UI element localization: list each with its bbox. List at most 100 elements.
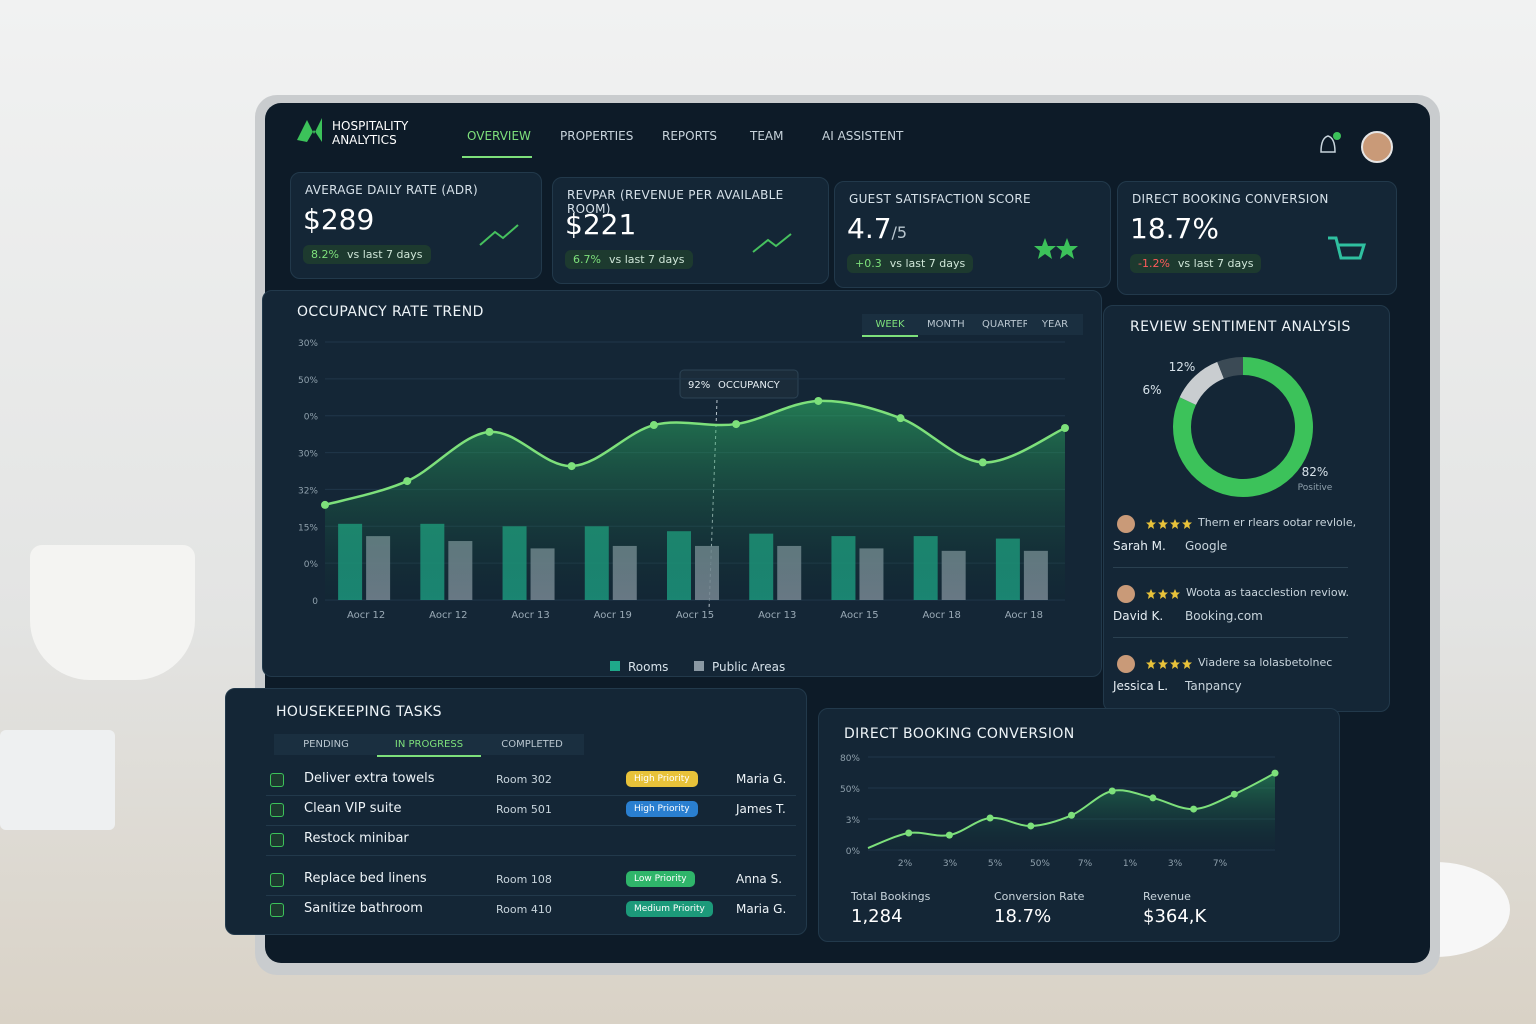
star (1170, 519, 1180, 529)
star (1146, 659, 1156, 669)
nav-item[interactable]: AI ASSISTENT (822, 129, 904, 143)
period-tab[interactable]: QUARTER (972, 314, 1030, 335)
task-tab[interactable]: PENDING (274, 734, 378, 755)
review-rating (1146, 519, 1192, 529)
stat-value: 18.7% (994, 906, 1052, 927)
period-tab[interactable]: WEEK (862, 314, 918, 337)
change-note: vs last 7 days (346, 248, 423, 261)
task-person: Maria G. (736, 902, 787, 916)
divider (266, 795, 796, 796)
change-note: vs last 7 days (1177, 257, 1254, 270)
change-note: vs last 7 days (608, 253, 685, 266)
divider (266, 895, 796, 896)
task-name: Deliver extra towels (304, 771, 435, 786)
kpi-change: 8.2% vs last 7 days (303, 245, 431, 264)
review-source: Google (1185, 539, 1228, 553)
kpi-number: $289 (303, 203, 375, 236)
star (1170, 589, 1180, 599)
review-text: Viadere sa lolasbetolnec (1198, 656, 1333, 669)
change-note: vs last 7 days (889, 257, 966, 270)
change-value: 6.7% (573, 253, 601, 266)
task-check (270, 873, 284, 887)
kpi-card: REVPAR (REVENUE PER AVAILABLE ROOM) $221 6… (552, 177, 829, 284)
kpi-suffix: /5 (891, 223, 908, 242)
review-rating (1146, 589, 1180, 599)
stat-label: Total Bookings (851, 890, 931, 903)
change-value: 8.2% (311, 248, 339, 261)
review-text: Woota as taacclestion reviow. (1186, 586, 1350, 599)
change-value: -1.2% (1138, 257, 1170, 270)
task-priority: Medium Priority (626, 901, 713, 917)
brand: ANALYTICS (332, 133, 397, 147)
star (1146, 519, 1156, 529)
review-source: Booking.com (1185, 609, 1263, 623)
kpi-card: AVERAGE DAILY RATE (ADR) $289 8.2% vs last … (290, 172, 542, 279)
brand: HOSPITALITY (332, 119, 409, 133)
review-source: Tanpancy (1185, 679, 1242, 693)
sentiment-panel (1103, 305, 1390, 712)
review-text: Thern er rlears ootar revlole, (1198, 516, 1357, 529)
kpi-card: GUEST SATISFACTION SCORE 4.7/5 +0.3 vs last… (834, 181, 1111, 288)
star (1158, 519, 1168, 529)
nav-item[interactable]: OVERVIEW (467, 129, 531, 143)
review-avatar (1117, 655, 1135, 673)
keyboard (0, 730, 115, 830)
chart-title: OCCUPANCY RATE TREND (297, 304, 484, 320)
task-person: Anna S. (736, 872, 783, 886)
stat-label: Conversion Rate (994, 890, 1085, 903)
kpi-value: 4.7/5 (847, 212, 907, 245)
kpi-number: 4.7 (847, 212, 892, 245)
star (1170, 659, 1180, 669)
kpi-value: 18.7% (1130, 212, 1219, 245)
coffee-cup (30, 545, 195, 680)
chart-title: REVIEW SENTIMENT ANALYSIS (1130, 319, 1351, 335)
chart-title: DIRECT BOOKING CONVERSION (844, 726, 1075, 742)
task-check (270, 803, 284, 817)
nav-item[interactable]: TEAM (750, 129, 784, 143)
review-name: David K. (1113, 609, 1164, 623)
task-name: Clean VIP suite (304, 801, 402, 816)
task-check (270, 773, 284, 787)
kpi-number: 18.7% (1130, 212, 1219, 245)
review-name: Sarah M. (1113, 539, 1166, 553)
nav-item[interactable]: PROPERTIES (560, 129, 634, 143)
review-avatar (1117, 515, 1135, 533)
kpi-label: DIRECT BOOKING CONVERSION (1132, 192, 1329, 206)
nav-item[interactable]: REPORTS (662, 129, 718, 143)
task-priority: High Priority (626, 771, 698, 787)
star (1146, 589, 1156, 599)
stat-value: $364,K (1143, 906, 1207, 927)
stat-label: Revenue (1143, 890, 1191, 903)
star (1158, 589, 1168, 599)
task-check (270, 833, 284, 847)
housekeeping-panel: HOUSEKEEPING TASKS PENDING IN PROGRESS COMP… (225, 688, 807, 935)
kpi-change: 6.7% vs last 7 days (565, 250, 693, 269)
stat-value: 1,284 (851, 906, 903, 927)
period-tab[interactable]: MONTH (917, 314, 973, 335)
task-check (270, 903, 284, 917)
review-rating (1146, 659, 1192, 669)
nav-underline (462, 156, 532, 158)
review-avatar (1117, 585, 1135, 603)
occupancy-panel (262, 290, 1102, 677)
task-person: James T. (736, 802, 786, 816)
divider (1113, 637, 1348, 638)
task-name: Sanitize bathroom (304, 901, 423, 916)
task-tab[interactable]: IN PROGRESS (377, 734, 481, 757)
task-room: Room 501 (496, 803, 552, 816)
period-tab[interactable]: YEAR (1027, 314, 1083, 335)
task-priority: High Priority (626, 801, 698, 817)
task-name: Restock minibar (304, 831, 409, 846)
divider (266, 825, 796, 826)
kpi-change: +0.3 vs last 7 days (847, 254, 974, 273)
kpi-label: REVPAR (REVENUE PER AVAILABLE ROOM) (567, 188, 784, 216)
change-value: +0.3 (855, 257, 882, 270)
star (1182, 659, 1192, 669)
task-room: Room 302 (496, 773, 552, 786)
task-tab[interactable]: COMPLETED (480, 734, 584, 755)
kpi-value: $221 (565, 208, 636, 241)
star (1158, 659, 1168, 669)
task-room: Room 410 (496, 903, 552, 916)
